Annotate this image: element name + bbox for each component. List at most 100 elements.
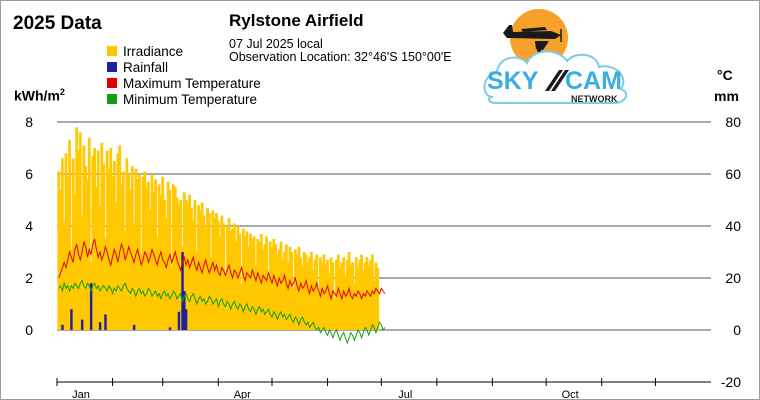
x-tick-label: Jul xyxy=(398,389,412,399)
left-tick-label: 0 xyxy=(25,322,33,338)
irradiance-bar xyxy=(310,252,313,330)
irradiance-bar xyxy=(304,254,308,330)
irradiance-bar xyxy=(130,166,134,330)
irradiance-bar xyxy=(98,205,102,330)
irradiance-bar xyxy=(353,283,356,330)
irradiance-bar xyxy=(311,270,315,330)
x-tick-label: Oct xyxy=(562,389,579,399)
irradiance-bar xyxy=(306,262,310,330)
legend-item-irradiance: Irradiance xyxy=(107,43,261,59)
rainfall-bar xyxy=(80,319,84,330)
irradiance-bar xyxy=(198,210,202,330)
left-tick-label: 6 xyxy=(25,166,33,182)
irradiance-bar xyxy=(258,241,261,330)
irradiance-bar xyxy=(209,257,213,330)
irradiance-bar xyxy=(336,254,340,330)
irradiance-bar xyxy=(152,192,156,330)
irradiance-bar xyxy=(225,226,229,330)
irradiance-bar xyxy=(125,158,129,330)
irradiance-bar xyxy=(293,249,297,330)
rainfall-bar xyxy=(183,291,186,330)
right-axis-unit-mm: mm xyxy=(714,88,739,104)
station-name-title: Rylstone Airfield xyxy=(229,11,364,30)
rainfall-bar xyxy=(132,324,136,330)
observation-date: 07 Jul 2025 local xyxy=(229,37,323,51)
irradiance-bar xyxy=(69,249,73,330)
rainfall-bar xyxy=(70,309,73,330)
irradiance-bar xyxy=(57,171,61,330)
irradiance-bar xyxy=(164,218,168,330)
left-tick-label: 4 xyxy=(25,218,33,234)
rainfall-bar xyxy=(184,309,188,330)
logo-slash-icon xyxy=(545,70,569,91)
irradiance-bar xyxy=(80,215,84,330)
irradiance-bar xyxy=(234,241,238,330)
irradiance-bar xyxy=(200,202,204,330)
min-temperature-line xyxy=(58,279,386,345)
irradiance-bar xyxy=(62,220,66,330)
right-tick-label: 20 xyxy=(725,270,741,286)
axes-ticks xyxy=(56,378,711,386)
irradiance-bar xyxy=(279,241,283,330)
irradiance-bar xyxy=(163,200,166,330)
irradiance-bar xyxy=(220,215,224,330)
irradiance-bar xyxy=(356,267,360,330)
irradiance-bar xyxy=(211,210,215,330)
legend-label-min-temp: Minimum Temperature xyxy=(123,91,258,107)
irradiance-bar xyxy=(265,236,269,330)
irradiance-bar xyxy=(71,158,75,330)
left-axis-unit: kWh/m2 xyxy=(14,87,65,104)
right-tick-label: 0 xyxy=(733,322,741,338)
x-tick-label: Apr xyxy=(234,389,251,399)
irradiance-bar xyxy=(250,239,254,330)
irradiance-bar xyxy=(261,249,265,330)
irradiance-bar xyxy=(168,189,172,330)
irradiance-bar xyxy=(204,228,208,330)
irradiance-bar xyxy=(327,272,331,330)
irradiance-bar xyxy=(186,202,190,330)
temperature-lines xyxy=(58,238,386,345)
irradiance-bar xyxy=(114,202,118,330)
irradiance-bar xyxy=(179,200,183,330)
irradiance-bar xyxy=(222,223,226,330)
right-tick-label: 40 xyxy=(725,218,741,234)
max-temperature-line xyxy=(58,238,386,301)
irradiance-bar xyxy=(66,176,70,330)
legend-swatch-irradiance xyxy=(107,46,117,56)
irradiance-bar xyxy=(107,168,111,330)
irradiance-bar xyxy=(197,205,200,330)
irradiance-bar xyxy=(263,244,267,330)
irradiance-bar xyxy=(182,192,186,330)
irradiance-bar xyxy=(272,239,276,330)
irradiance-bar xyxy=(274,244,277,330)
irradiance-bar xyxy=(215,213,218,330)
chart-legend: Irradiance Rainfall Maximum Temperature … xyxy=(107,43,261,107)
irradiance-bar xyxy=(154,179,157,330)
irradiance-bar xyxy=(374,262,378,330)
rainfall-bar xyxy=(181,252,184,330)
irradiance-bar xyxy=(275,254,279,330)
irradiance-bar xyxy=(295,254,299,330)
irradiance-bar xyxy=(268,241,272,330)
right-tick-label: -20 xyxy=(721,374,741,390)
rainfall-bar xyxy=(168,327,172,330)
irradiance-bar xyxy=(136,179,140,330)
irradiance-bar xyxy=(134,168,138,330)
irradiance-bar xyxy=(351,262,355,330)
left-tick-label: 8 xyxy=(25,114,33,130)
irradiance-bar xyxy=(347,252,351,330)
irradiance-bar xyxy=(267,278,270,330)
rainfall-bar xyxy=(177,311,181,330)
irradiance-bar xyxy=(216,220,220,330)
observation-location: Observation Location: 32°46'S 150°00'E xyxy=(229,50,452,64)
irradiance-bar xyxy=(331,262,335,330)
irradiance-bar xyxy=(313,259,317,330)
irradiance-bar xyxy=(318,257,322,330)
rainfall-bar xyxy=(61,324,64,330)
irradiance-bar xyxy=(112,161,116,330)
rainfall-bar xyxy=(104,314,107,330)
irradiance-bar xyxy=(64,153,68,330)
